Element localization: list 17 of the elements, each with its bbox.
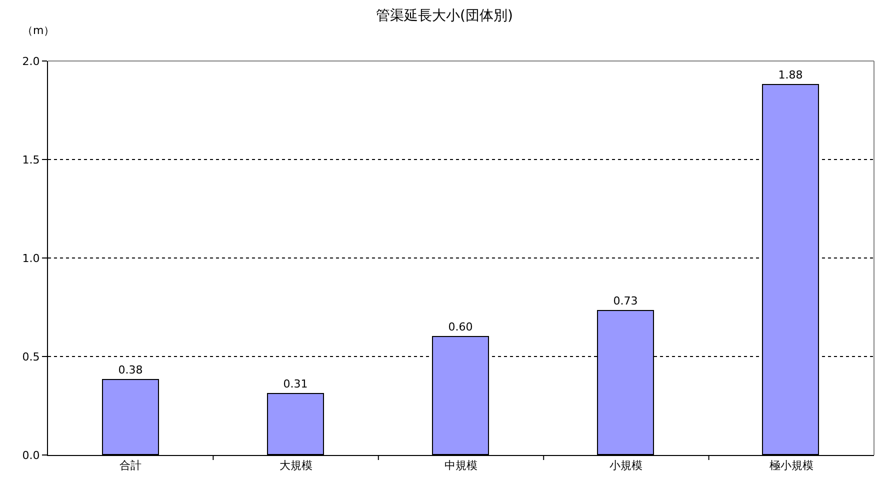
x-tick-label: 小規模 — [610, 459, 643, 472]
y-axis-title: （m） — [22, 24, 55, 37]
y-tick-label: 1.0 — [22, 252, 40, 265]
x-tick-label: 合計 — [120, 459, 142, 472]
y-tick-label: 0.0 — [22, 448, 40, 462]
data-label: 0.31 — [283, 378, 308, 390]
data-label: 1.88 — [778, 68, 803, 82]
y-tick-label: 1.5 — [22, 153, 40, 166]
chart-title: 管渠延長大小(団体別) — [376, 8, 513, 24]
data-label: 0.60 — [448, 320, 473, 334]
y-tick-label: 0.5 — [22, 350, 40, 364]
x-tick-label: 大規模 — [279, 459, 312, 472]
x-tick-label: 極小規模 — [769, 459, 814, 472]
data-label: 0.73 — [613, 294, 638, 308]
x-tick-label: 中規模 — [444, 459, 478, 472]
y-tick-label: 2.0 — [22, 54, 40, 68]
data-label: 0.38 — [118, 364, 143, 376]
